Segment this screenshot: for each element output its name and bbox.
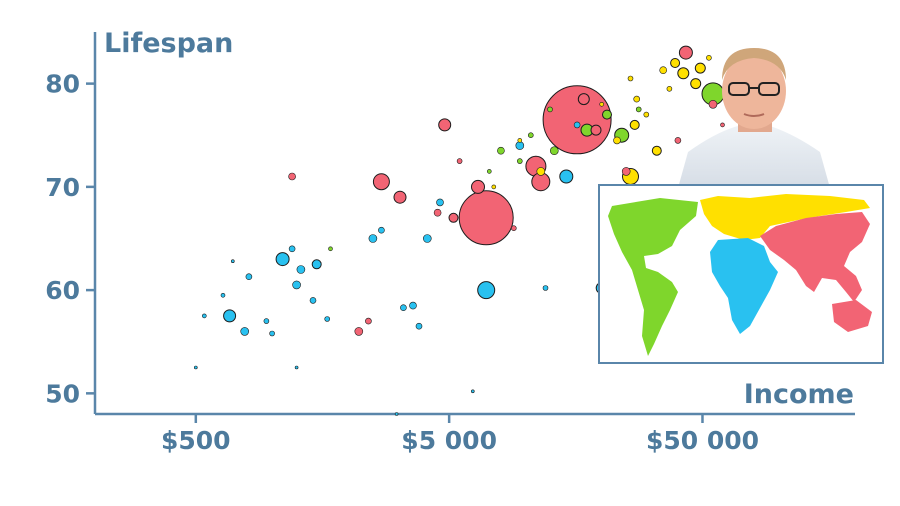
bubble-americas (635, 106, 642, 113)
bubble-africa (422, 234, 432, 243)
bubble-africa (288, 245, 296, 253)
bubble-americas (328, 246, 333, 252)
bubble-asia (372, 173, 390, 191)
y-tick-label: 70 (45, 173, 80, 202)
bubble-europe (666, 86, 673, 92)
bubble-europe (643, 111, 650, 118)
bubble-africa (324, 316, 331, 322)
bubble-africa (292, 280, 301, 290)
bubble-asia (590, 124, 602, 136)
bubble-asia (458, 190, 514, 246)
bubble-asia (678, 45, 693, 60)
bubble-africa (202, 313, 207, 319)
bubble-asia (438, 118, 452, 132)
bubble-africa (415, 322, 423, 330)
bubble-europe (651, 145, 662, 156)
x-tick-label: $500 (161, 426, 231, 455)
bubble-americas (486, 169, 492, 174)
bubble-americas (527, 132, 534, 138)
presenter-video (678, 48, 830, 188)
bubble-asia (393, 190, 407, 204)
y-ticks: 50 60 70 80 (45, 70, 95, 408)
y-tick-label: 80 (45, 70, 80, 99)
bubble-africa (311, 259, 322, 270)
bubble-asia (288, 172, 296, 181)
bubble-africa (394, 412, 399, 416)
bubble-americas (602, 109, 612, 120)
x-axis-label: Income (744, 379, 854, 410)
world-map-legend (598, 184, 884, 364)
region-asia (760, 212, 872, 332)
bubble-europe (706, 54, 712, 61)
bubble-americas (497, 146, 505, 155)
region-europe (700, 194, 870, 240)
bubble-asia (720, 122, 725, 128)
y-tick-label: 50 (45, 379, 80, 408)
bubble-africa (296, 265, 306, 274)
bubble-africa (269, 330, 275, 337)
bubble-europe (536, 167, 546, 176)
x-ticks: $500 $5 000 $50 000 (161, 414, 759, 455)
bubble-africa (368, 234, 378, 243)
x-tick-label: $5 000 (401, 426, 497, 455)
bubble-africa (477, 281, 496, 300)
y-axis-label: Lifespan (104, 28, 233, 59)
bubble-africa (309, 297, 317, 304)
bubble-europe (629, 119, 640, 130)
bubble-asia (456, 158, 463, 164)
bubble-europe (633, 95, 641, 103)
x-tick-label: $50 000 (646, 426, 759, 455)
bubble-africa (559, 169, 574, 184)
bubble-europe (517, 138, 523, 143)
bubble-africa (240, 327, 249, 336)
bubble-europe (599, 102, 605, 107)
bubble-europe (659, 66, 668, 74)
bubble-asia (621, 167, 631, 176)
bubble-europe (694, 62, 706, 74)
bubble-asia (433, 208, 442, 217)
bubble-africa (515, 141, 525, 150)
bubble-africa (294, 365, 299, 370)
bubble-asia (708, 100, 718, 109)
bubble-africa (275, 252, 290, 267)
bubble-asia (354, 327, 364, 336)
bubble-europe (670, 58, 681, 68)
bubble-americas (516, 158, 523, 164)
bubble-europe (677, 67, 690, 80)
bubble-africa (245, 273, 253, 281)
bubble-europe (690, 78, 702, 90)
bubble-africa (542, 285, 549, 291)
bubble-africa (400, 304, 407, 312)
bubble-africa (378, 226, 385, 234)
bubble-africa (223, 309, 237, 323)
bubble-asia (542, 85, 612, 155)
presenter-mouth (743, 113, 765, 117)
bubble-asia (471, 179, 485, 194)
presenter-hair (722, 48, 786, 80)
bubble-africa (436, 198, 444, 207)
region-africa (710, 238, 778, 334)
bubble-africa (263, 318, 270, 324)
region-americas (608, 198, 698, 356)
bubble-africa (470, 389, 475, 394)
bubble-asia (674, 137, 682, 144)
bubble-africa (220, 292, 226, 298)
presenter-face (722, 53, 786, 129)
bubble-asia (448, 212, 459, 223)
glasses-icon (728, 82, 780, 96)
bubble-europe (491, 184, 497, 190)
bubble-asia (577, 93, 590, 106)
bubble-americas (549, 146, 559, 155)
presenter-shirt (678, 126, 830, 188)
bubble-asia (365, 317, 372, 325)
y-tick-label: 60 (45, 276, 80, 305)
bubble-africa (573, 121, 581, 129)
bubble-europe (627, 75, 634, 82)
bubble-africa (409, 301, 417, 310)
bubble-asia (510, 225, 517, 231)
bubble-africa (194, 365, 198, 370)
bubble-europe (613, 136, 621, 145)
bubble-africa (231, 259, 235, 264)
bubble-americas (547, 106, 553, 113)
